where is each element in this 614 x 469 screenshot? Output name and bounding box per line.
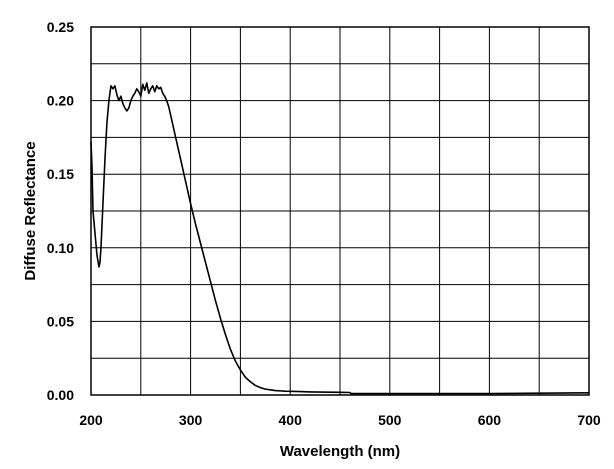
x-tick-labels: 200 300 400 500 600 700: [79, 412, 601, 428]
x-tick-label: 500: [378, 412, 402, 428]
y-tick-labels: 0.00 0.05 0.10 0.15 0.20 0.25: [47, 19, 74, 403]
y-tick-label: 0.15: [47, 166, 74, 182]
y-tick-label: 0.25: [47, 19, 74, 35]
x-tick-label: 600: [478, 412, 502, 428]
y-tick-label: 0.00: [47, 387, 74, 403]
x-tick-label: 300: [179, 412, 203, 428]
y-tick-label: 0.10: [47, 240, 74, 256]
x-tick-label: 700: [577, 412, 601, 428]
chart-grid: [91, 27, 589, 395]
y-axis-label: Diffuse Reflectance: [22, 141, 39, 280]
x-tick-label: 200: [79, 412, 103, 428]
y-tick-label: 0.05: [47, 313, 74, 329]
reflectance-line: [90, 82, 590, 395]
y-tick-label: 0.20: [47, 93, 74, 109]
x-axis-label: Wavelength (nm): [280, 443, 400, 460]
plot-frame: [90, 26, 590, 396]
chart-series: [90, 82, 590, 395]
x-tick-label: 400: [279, 412, 303, 428]
